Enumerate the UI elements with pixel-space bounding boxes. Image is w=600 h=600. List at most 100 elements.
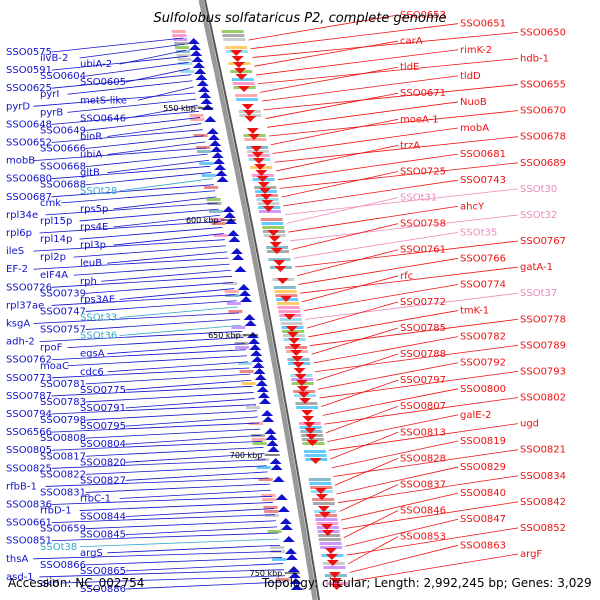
gene-arrow-left: [270, 464, 283, 470]
leader-line-left: [85, 117, 201, 131]
gene-label-left: rfbD-1: [40, 506, 72, 517]
feature-band: [259, 210, 281, 213]
leader-line-left: [125, 398, 255, 409]
feature-band: [251, 174, 274, 177]
leader-line-left: [125, 379, 252, 391]
gene-arrow-right: [320, 524, 333, 530]
gene-arrow-right: [234, 68, 247, 74]
gene-label-left: SSO0822: [40, 469, 86, 480]
leader-line-right: [336, 466, 459, 495]
leader-line-right: [331, 440, 459, 469]
feature-band: [256, 198, 279, 201]
gene-label-right: SSO0852: [520, 523, 566, 534]
feature-band: [206, 198, 221, 201]
leader-line-right: [343, 510, 399, 538]
leader-line-left: [61, 575, 286, 584]
gene-arrow-right: [260, 194, 273, 200]
leader-line-left: [85, 392, 254, 403]
gene-arrow-right: [317, 506, 330, 512]
feature-band: [262, 226, 285, 229]
feature-band: [196, 146, 211, 149]
gene-label-right: SSO0793: [520, 366, 566, 377]
gene-label-right: SSO0842: [520, 497, 566, 508]
leader-line-left: [51, 514, 275, 524]
leader-line-right: [268, 110, 519, 137]
gene-arrow-right: [306, 440, 319, 446]
leader-line-left: [107, 251, 228, 264]
feature-band: [226, 302, 241, 305]
feature-band: [261, 494, 276, 497]
feature-band: [246, 150, 269, 153]
gene-arrow-left: [190, 50, 203, 56]
gene-arrow-left: [244, 320, 257, 326]
leader-line-left: [51, 55, 188, 71]
gene-label-right: SSO0782: [460, 332, 506, 343]
gene-label-left: rph: [80, 276, 97, 287]
leader-line-right: [291, 223, 399, 250]
gene-label-right: SSO0650: [520, 27, 566, 38]
gene-arrow-right: [315, 494, 328, 500]
leader-line-left: [125, 471, 268, 481]
leader-line-left: [113, 233, 224, 246]
gene-label-left: thsA: [6, 554, 28, 565]
gene-label-left: leuB: [80, 258, 102, 269]
gene-label-left: rps5p: [80, 204, 108, 215]
gene-arrow-right: [276, 278, 289, 284]
leader-line-left: [85, 557, 283, 566]
leader-line-left: [51, 184, 214, 198]
gene-strips: [171, 0, 349, 600]
gene-label-left: gltB: [80, 168, 100, 179]
gene-arrow-left: [211, 152, 224, 158]
leader-line-right: [270, 118, 399, 146]
feature-band: [232, 82, 255, 85]
gene-label-right: SSO0689: [520, 158, 566, 169]
gene-label-left: SSO0652: [6, 138, 52, 149]
gene-label-left: SSOt36: [80, 331, 117, 342]
feature-band: [320, 546, 343, 549]
feature-band: [231, 326, 246, 329]
scale-label: 600 kbp: [186, 216, 219, 225]
gene-label-right: SSO0766: [460, 253, 506, 264]
gene-label-right: SSO0725: [400, 166, 446, 177]
feature-band: [187, 106, 202, 109]
feature-band: [264, 510, 279, 513]
leader-line-right: [281, 171, 399, 198]
feature-band: [213, 234, 228, 237]
feature-band: [291, 378, 313, 381]
gene-label-right: SSOt32: [520, 210, 557, 221]
feature-band: [174, 42, 189, 45]
gene-label-left: SSO0866: [40, 560, 86, 571]
feature-band: [225, 294, 240, 297]
gene-label-right: tldE: [400, 62, 419, 73]
gene-arrow-left: [289, 578, 302, 584]
gene-arrow-right: [252, 158, 265, 164]
gene-arrow-right: [290, 350, 303, 356]
gene-label-right: hdb-1: [520, 53, 549, 64]
leader-line-right: [328, 423, 519, 451]
footer-accession: Accession: NC_002754: [8, 576, 145, 590]
gene-label-right: SSO0651: [460, 19, 506, 30]
leader-line-right: [316, 353, 399, 381]
gene-arrow-left: [187, 38, 200, 44]
gene-label-left: rpl6p: [6, 228, 32, 239]
feature-band: [171, 30, 186, 33]
leader-line-right: [345, 518, 459, 547]
gene-label-left: SSO0825: [6, 463, 52, 474]
feature-band: [326, 582, 349, 585]
gene-arrow-right: [318, 512, 331, 518]
gene-arrow-left: [288, 572, 301, 578]
gene-label-left: rpl14p: [40, 234, 72, 245]
gene-arrow-right: [255, 170, 268, 176]
gene-arrow-right: [304, 428, 317, 434]
leader-line-left: [51, 37, 184, 53]
gene-label-right: ahcY: [460, 201, 485, 212]
feature-band: [314, 510, 337, 513]
feature-band: [267, 530, 282, 533]
feature-band: [246, 406, 261, 409]
gene-arrow-left: [216, 176, 229, 182]
feature-band: [270, 546, 285, 549]
gene-label-left: bioR: [80, 131, 102, 142]
feature-band: [295, 402, 318, 405]
leader-line-right: [349, 544, 459, 573]
